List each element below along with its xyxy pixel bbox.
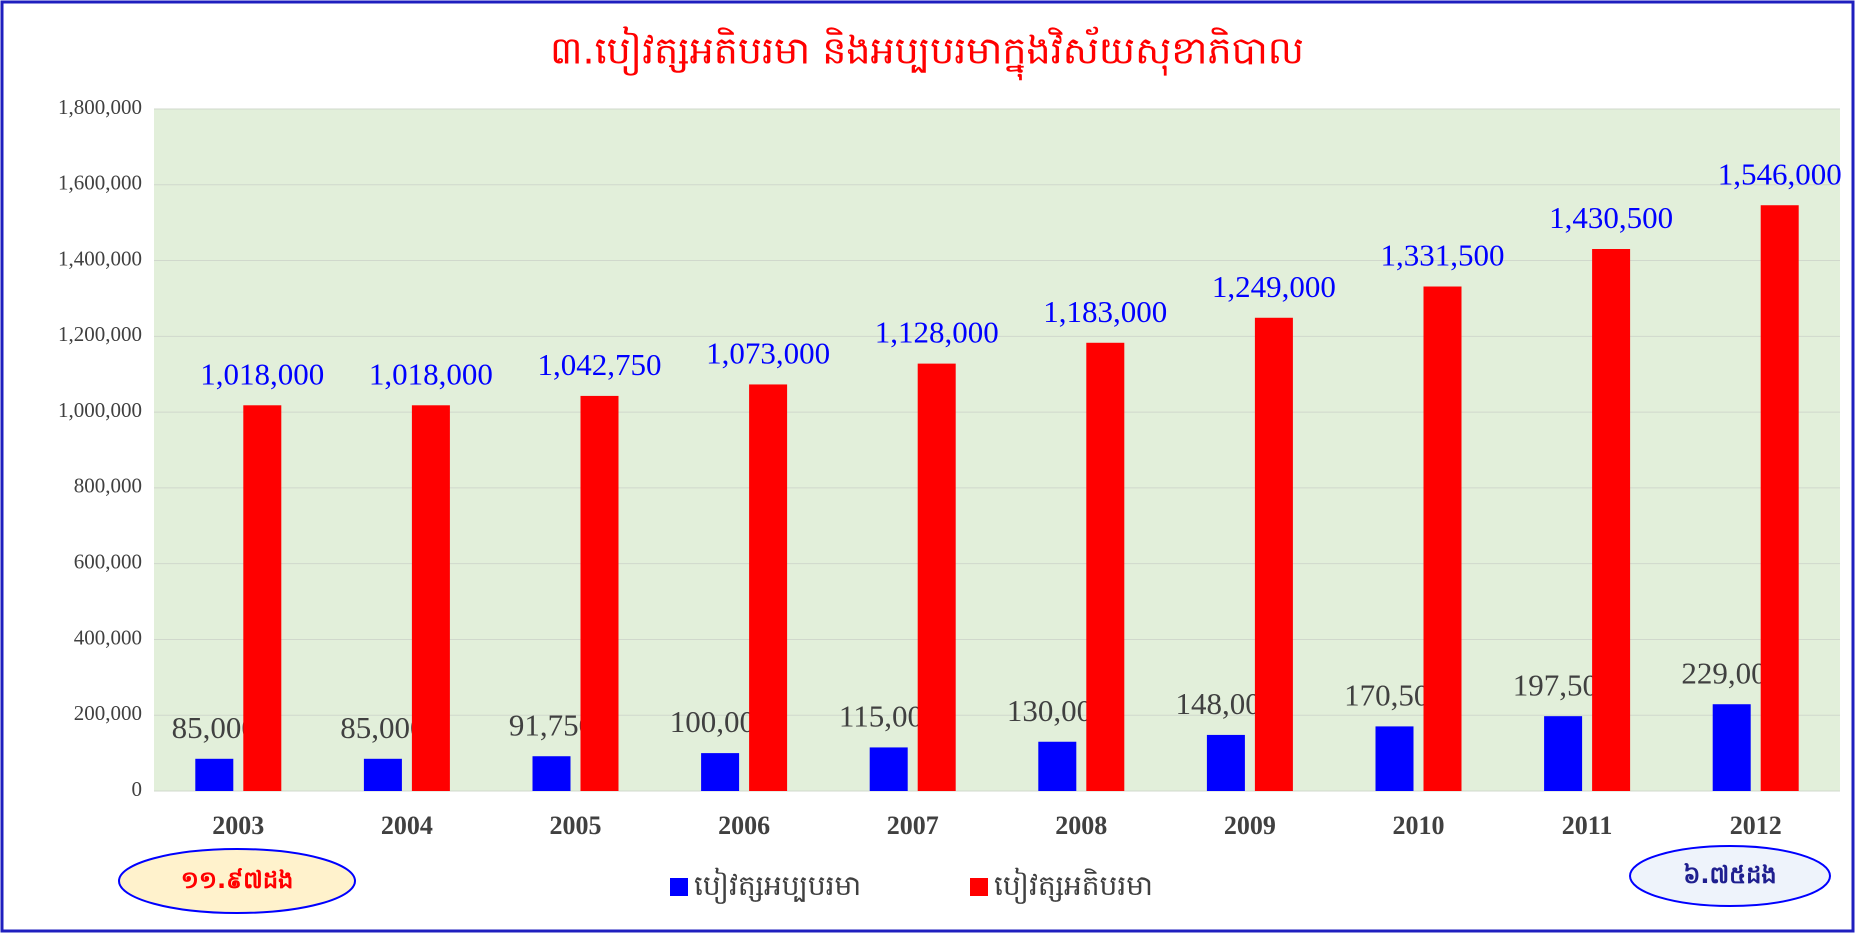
annotation: ១១.៩៧ដង xyxy=(181,866,294,894)
data-label: 85,000 xyxy=(340,710,425,745)
bar xyxy=(1086,342,1125,791)
bar xyxy=(869,747,908,791)
bar xyxy=(1254,317,1293,791)
y-tick-label: 0 xyxy=(132,777,143,801)
y-tick-label: 200,000 xyxy=(74,701,142,725)
chart-title: ៣.បៀវត្សអតិបរមា និងអប្បបរមាក្នុងវិស័យសុខ… xyxy=(550,26,1304,81)
data-label: 1,073,000 xyxy=(706,336,830,371)
annotation-ellipse xyxy=(1629,845,1831,907)
y-tick-label: 400,000 xyxy=(74,625,142,649)
data-label: 1,018,000 xyxy=(369,356,493,391)
y-tick-label: 800,000 xyxy=(74,474,142,498)
bar xyxy=(1712,704,1751,791)
bar xyxy=(1206,734,1245,791)
y-tick-label: 1,200,000 xyxy=(58,322,142,346)
bar xyxy=(1592,248,1631,791)
x-tick-label: 2006 xyxy=(718,811,770,840)
data-label: 1,430,500 xyxy=(1549,200,1673,235)
bar xyxy=(1423,286,1462,791)
bar xyxy=(532,756,571,791)
y-tick-label: 600,000 xyxy=(74,549,142,573)
data-label: 1,249,000 xyxy=(1212,269,1336,304)
data-label: 1,546,000 xyxy=(1718,156,1842,191)
x-tick-label: 2007 xyxy=(887,811,939,840)
bar xyxy=(749,384,788,791)
bar xyxy=(580,395,619,791)
bar xyxy=(701,753,740,791)
legend-swatch xyxy=(670,878,688,896)
data-label: 1,331,500 xyxy=(1381,238,1505,273)
bar xyxy=(1760,205,1799,791)
x-tick-label: 2003 xyxy=(212,811,264,840)
y-tick-label: 1,000,000 xyxy=(58,398,142,422)
x-tick-label: 2009 xyxy=(1224,811,1276,840)
x-tick-label: 2010 xyxy=(1393,811,1445,840)
y-tick-label: 1,600,000 xyxy=(58,171,142,195)
legend-label: បៀវត្សអប្បបរមា xyxy=(694,867,861,904)
bar xyxy=(1544,716,1583,791)
bar xyxy=(363,758,402,791)
legend-label: បៀវត្សអតិបរមា xyxy=(994,867,1153,904)
y-tick-label: 1,800,000 xyxy=(58,95,142,119)
annotation-ellipse xyxy=(118,848,356,914)
annotation: ៦.៧៥ដង xyxy=(1683,861,1776,889)
data-label: 1,042,750 xyxy=(538,347,662,382)
bar xyxy=(243,405,282,791)
bar xyxy=(1038,741,1077,791)
x-tick-label: 2008 xyxy=(1055,811,1107,840)
bar xyxy=(1375,726,1414,791)
legend-swatch xyxy=(970,878,988,896)
x-tick-label: 2005 xyxy=(550,811,602,840)
data-label: 1,018,000 xyxy=(200,356,324,391)
bar xyxy=(917,363,956,791)
bar xyxy=(411,405,450,791)
data-label: 1,183,000 xyxy=(1043,294,1167,329)
x-tick-label: 2004 xyxy=(381,811,433,840)
x-tick-label: 2012 xyxy=(1730,811,1782,840)
data-label: 91,750 xyxy=(509,707,594,742)
data-label: 85,000 xyxy=(172,710,257,745)
x-tick-label: 2011 xyxy=(1562,811,1613,840)
bar xyxy=(195,758,234,791)
data-label: 1,128,000 xyxy=(875,315,999,350)
y-tick-label: 1,400,000 xyxy=(58,246,142,270)
